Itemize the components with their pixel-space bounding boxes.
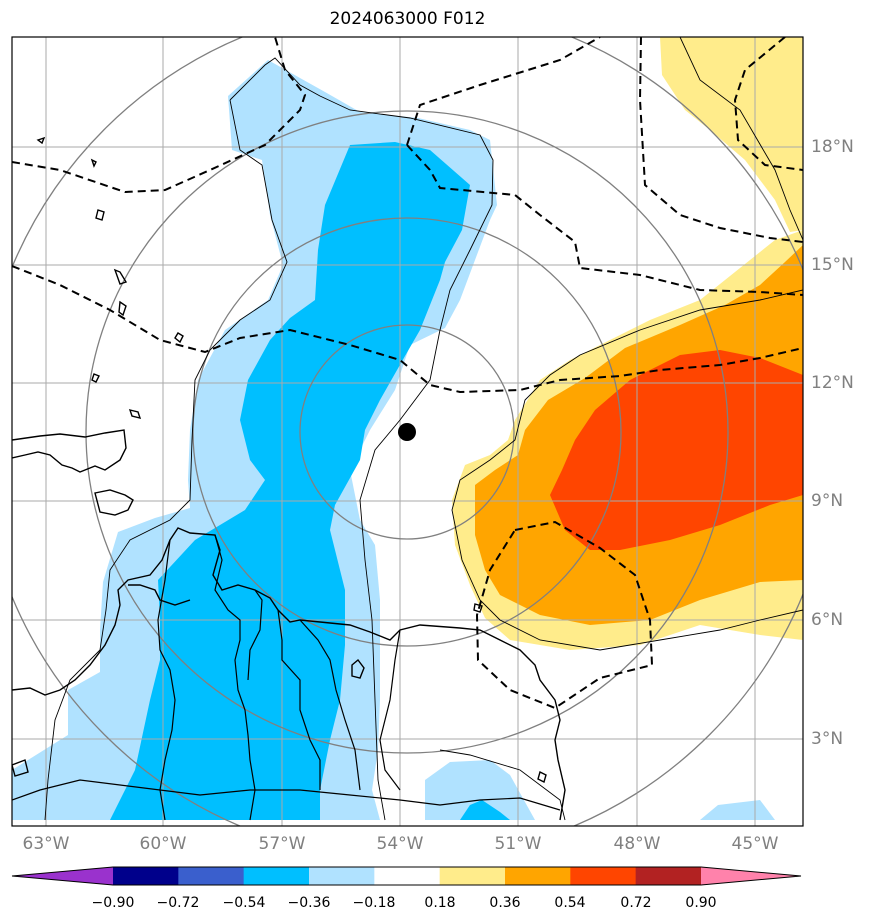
colorbar-tick-label: −0.18 (352, 895, 396, 911)
colorbar-tick-label: 0.54 (554, 895, 586, 911)
lat-label-12n: 12°N (811, 373, 854, 393)
colorbar-cell (243, 867, 310, 885)
lon-label-48w: 48°W (613, 834, 661, 854)
colorbar-cell (635, 867, 702, 885)
map-frame (11, 36, 804, 827)
lat-label-6n: 6°N (811, 610, 844, 630)
dashed-contours (12, 37, 803, 710)
range-rings (12, 37, 803, 826)
colorbar-extend-high (701, 867, 801, 885)
storm-center-marker (398, 423, 416, 441)
colorbar-tick-label: 0.90 (685, 895, 717, 911)
lon-label-45w: 45°W (731, 834, 779, 854)
colorbar-tick-label: −0.36 (287, 895, 331, 911)
colorbar-tick-label: 0.72 (620, 895, 652, 911)
colorbar-cell (505, 867, 571, 885)
colorbar-tick-label: 0.18 (424, 895, 456, 911)
colorbar-cell (439, 867, 506, 885)
lon-label-63w: 63°W (22, 834, 70, 854)
negative-anomaly-light-patch-se (700, 800, 775, 820)
colorbar-cell (309, 867, 375, 885)
lon-label-54w: 54°W (376, 834, 424, 854)
colorbar-tick-label: 0.36 (489, 895, 521, 911)
coastlines (12, 136, 566, 821)
colorbar (11, 866, 802, 886)
map-title: 2024063000 F012 (329, 9, 486, 29)
positive-anomaly-yellow-north (660, 37, 803, 232)
lat-label-18n: 18°N (811, 137, 854, 157)
colorbar-outline (11, 866, 802, 886)
map-content (12, 37, 803, 826)
graticule (12, 37, 803, 826)
lat-label-3n: 3°N (811, 729, 844, 749)
thin-contours (44, 37, 803, 821)
negative-anomaly-dark (110, 142, 470, 820)
lon-label-57w: 57°W (258, 834, 306, 854)
colorbar-cell (570, 867, 637, 885)
colorbar-tick-label: −0.54 (222, 895, 266, 911)
colorbar-extend-low (12, 867, 113, 885)
negative-anomaly-light-patch (425, 760, 535, 820)
colorbar-cell (178, 867, 245, 885)
lon-label-60w: 60°W (139, 834, 187, 854)
colorbar-cell (113, 867, 179, 885)
lat-label-9n: 9°N (811, 491, 844, 511)
colorbar-tick-label: −0.90 (91, 895, 135, 911)
colorbar-cell (374, 867, 441, 885)
colorbar-cells (113, 867, 702, 885)
lon-label-51w: 51°W (494, 834, 542, 854)
positive-anomaly-red (550, 350, 803, 550)
negative-anomaly-dark-patch (460, 800, 510, 820)
political-borders (12, 534, 561, 821)
lat-label-15n: 15°N (811, 255, 854, 275)
colorbar-tick-label: −0.72 (156, 895, 200, 911)
